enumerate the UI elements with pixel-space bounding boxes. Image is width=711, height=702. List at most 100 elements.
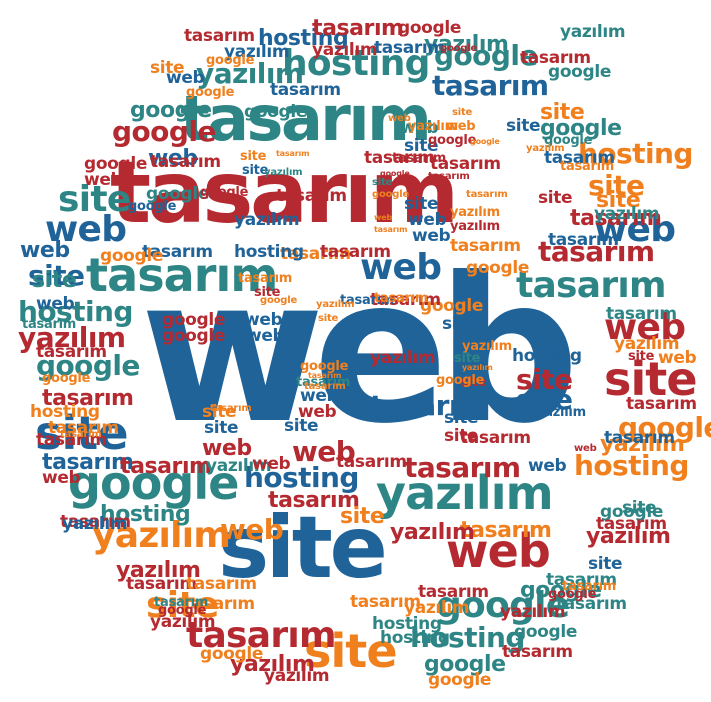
word-yazilim-micro-3: yazılım (450, 219, 500, 234)
word-site-small-1: site (540, 100, 585, 125)
word-hosting-small-2: hosting (100, 502, 191, 527)
word-yazilim-small-1: yazılım (424, 32, 509, 57)
word-tasarim-tiny-4: tasarım (364, 148, 435, 168)
word-hosting-low: hosting (410, 621, 525, 654)
word-web-nano-1: web (388, 113, 411, 124)
word-web-left: web (45, 209, 127, 250)
word-tasarim-tiny-29: tasarım (430, 154, 501, 174)
word-site-tiny-4: site (284, 416, 319, 436)
word-google-right: google (618, 411, 711, 444)
word-google-small-4: google (424, 652, 506, 677)
word-web-tiny-2: web (408, 210, 447, 230)
word-site-low-left: site (146, 585, 219, 626)
word-hosting-small-1: hosting (258, 26, 349, 51)
word-google-micro-8: google (544, 133, 593, 148)
word-google-nano-3: google (260, 295, 298, 306)
word-yazilim-tiny-7: yazılım (62, 514, 128, 534)
word-tasarim-tiny-2: tasarım (270, 80, 341, 100)
word-tasarim-micro-8: tasarım (154, 595, 209, 610)
word-yazilim-top: yazılım (196, 57, 304, 90)
word-tasarim-tiny-15: tasarım (48, 418, 119, 438)
word-tasarim-nano-2: tasarım (304, 381, 346, 392)
word-google-tiny-5: google (162, 310, 226, 330)
word-web-pico-1: web (374, 213, 393, 222)
word-tasarim-small-7: tasarım (460, 518, 552, 543)
word-web-mid-orange: web (220, 513, 284, 546)
word-tasarim-tiny-20: tasarım (418, 582, 489, 602)
word-tasarim-small-3: tasarım (42, 386, 134, 411)
word-google-micro-6: google (186, 85, 235, 100)
word-tasarim-pico-2: tasarım (276, 149, 310, 158)
word-web-tiny-6: web (658, 348, 697, 368)
word-tasarim-micro-1: tasarım (392, 151, 447, 166)
word-site-micro-1: site (240, 149, 267, 164)
word-yazilim-nano-2: yazılım (526, 143, 565, 154)
word-site-nano-3: site (318, 313, 339, 324)
word-web-tiny-1: web (166, 68, 205, 88)
word-web-tiny-11: web (252, 454, 291, 474)
word-web-bottom: web (446, 524, 551, 578)
word-yazilim-left: yazılım (92, 515, 231, 556)
word-web-main: web (140, 235, 580, 468)
word-tasarim-tiny-3: tasarım (520, 48, 591, 68)
word-yazilim-tiny-13: yazılım (404, 598, 470, 618)
word-hosting-tiny-3: hosting (30, 402, 100, 422)
word-tasarim-small-1: tasarım (312, 16, 404, 41)
word-tasarim-tiny-8: tasarım (320, 242, 391, 262)
word-google-tiny-10: google (514, 622, 578, 642)
word-web-small-1: web (148, 146, 198, 171)
word-google-small-1: google (130, 98, 212, 123)
word-hosting-tiny-1: hosting (234, 242, 304, 262)
word-google-tiny-2: google (548, 62, 612, 82)
word-yazilim-micro-5: yazılım (536, 405, 586, 420)
word-tasarim-micro-2: tasarım (340, 293, 395, 308)
word-tasarim-main: tasarım (110, 143, 459, 243)
word-yazilim-small-4: yazılım (586, 524, 671, 549)
word-tasarim-micro-3: tasarım (296, 375, 351, 390)
word-yazilim-right: yazılım (376, 466, 554, 520)
word-google-micro-10: google (158, 603, 207, 618)
word-google-tiny-7: google (600, 502, 664, 522)
word-site-tiny-8: site (444, 426, 479, 446)
word-web-nano-2: web (574, 443, 597, 454)
word-tasarim-micro-6: tasarım (238, 271, 293, 286)
word-site-left-blue: site (28, 259, 85, 292)
word-google-micro-1: google (206, 53, 255, 68)
word-hosting-left: hosting (18, 295, 133, 328)
word-google-micro-5: google (436, 373, 485, 388)
word-google-micro-11: google (548, 587, 597, 602)
word-yazilim-tiny-4: yazılım (500, 602, 566, 622)
word-web-tiny-9: web (528, 456, 567, 476)
word-tasarim-tiny-17: tasarım (604, 428, 675, 448)
word-google-tiny-6: google (162, 326, 226, 346)
word-web-tiny-4: web (244, 310, 283, 330)
word-tasarim-right: tasarım (516, 265, 667, 306)
word-web-tiny-13: web (400, 118, 439, 138)
word-tasarim-tiny-28: tasarım (544, 148, 615, 168)
word-site-tiny-12: site (150, 58, 185, 78)
word-tasarim-tiny-7: tasarım (142, 242, 213, 262)
word-site-tiny-10: site (588, 554, 623, 574)
word-tasarim-tiny-31: tasarım (184, 26, 255, 46)
word-tasarim-tiny-11: tasarım (36, 342, 107, 362)
word-hosting-tiny-5: hosting (372, 614, 442, 634)
word-google-tiny-12: google (84, 154, 148, 174)
word-google-micro-9: google (128, 199, 177, 214)
word-tasarim-small-4: tasarım (42, 450, 134, 475)
word-yazilim-small-3: yazılım (116, 558, 201, 583)
word-tasarim-tiny-6: tasarım (280, 244, 351, 264)
word-google-tiny-9: google (428, 670, 492, 690)
word-tasarim-left: tasarım (86, 248, 278, 302)
word-tasarim-tiny-12: tasarım (606, 304, 677, 324)
word-site-tiny-13: site (506, 116, 541, 136)
word-yazilim-small-5: yazılım (390, 520, 475, 545)
word-site-bottom: site (218, 498, 388, 598)
word-site-mid-red: site (516, 363, 573, 396)
word-google-pico-1: google (380, 169, 410, 178)
word-web-tiny-3: web (412, 226, 451, 246)
word-tasarim-tiny-13: tasarım (626, 394, 697, 414)
word-site-tiny-1: site (404, 136, 439, 156)
word-google-tiny-3: google (100, 246, 164, 266)
word-site-tiny-11: site (538, 188, 573, 208)
